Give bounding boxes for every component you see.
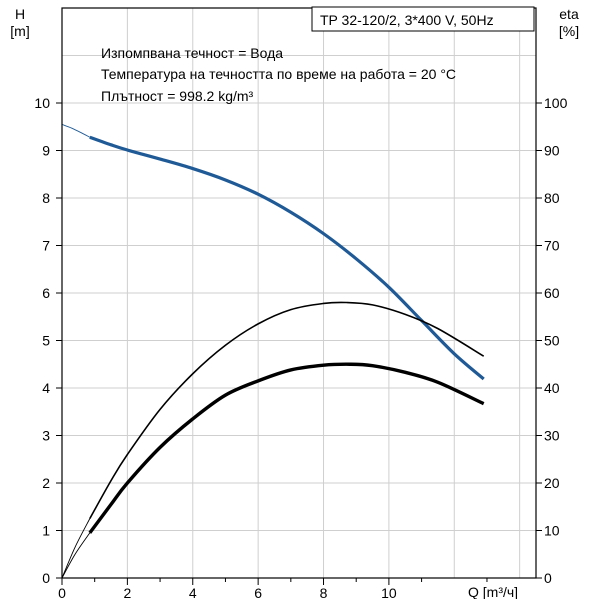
y-right-tick-label: 80 [544, 190, 560, 206]
series-group [61, 123, 485, 579]
pump-efficiency-curve [89, 301, 485, 520]
y-right-label-unit: [%] [559, 23, 579, 39]
y-left-tick-label: 1 [42, 523, 50, 539]
head-curve-extension [61, 123, 90, 138]
x-axis-label: Q [m³/ч] [468, 584, 518, 599]
y-right-label-symbol: eta [559, 6, 579, 22]
y-right-tick-label: 40 [544, 380, 560, 396]
chart-title: TP 32-120/2, 3*400 V, 50Hz [320, 12, 494, 28]
y-left-label-unit: [m] [10, 23, 29, 39]
total-efficiency-curve-extension [61, 532, 91, 579]
y-left-tick-label: 6 [42, 285, 50, 301]
annotation-temperature: Температура на течността по време на раб… [101, 66, 456, 82]
y-right-tick-label: 10 [544, 523, 560, 539]
y-right-tick-label: 0 [544, 570, 552, 586]
x-tick-label: 10 [381, 585, 397, 599]
y-right-tick-label: 30 [544, 428, 560, 444]
axis-ticks: 0 2 4 6 8 10012345678910010203040506070809010… [34, 95, 567, 599]
x-tick-label: 4 [189, 585, 197, 599]
y-left-tick-label: 0 [42, 570, 50, 586]
y-right-tick-label: 20 [544, 475, 560, 491]
y-left-tick-label: 8 [42, 190, 50, 206]
y-right-tick-label: 60 [544, 285, 560, 301]
x-tick-label: 8 [320, 585, 328, 599]
x-tick-label: 2 [123, 585, 131, 599]
y-left-tick-label: 9 [42, 143, 50, 159]
grid-lines [62, 8, 536, 578]
y-left-tick-label: 7 [42, 238, 50, 254]
y-left-tick-label: 3 [42, 428, 50, 444]
y-right-tick-label: 90 [544, 143, 560, 159]
y-left-label-symbol: H [15, 6, 25, 22]
x-tick-label: 0 [58, 585, 66, 599]
y-right-tick-label: 100 [544, 95, 568, 111]
annotation-fluid: Изпомпвана течност = Вода [101, 45, 283, 61]
annotation-density: Плътност = 998.2 kg/m³ [101, 88, 254, 104]
pump-efficiency-curve-extension [61, 518, 91, 579]
title-box [311, 6, 535, 32]
head-curve [89, 135, 485, 381]
y-right-tick-label: 70 [544, 238, 560, 254]
x-tick-label: 6 [254, 585, 262, 599]
y-left-tick-label: 5 [42, 333, 50, 349]
x-label-background [462, 582, 524, 599]
total-efficiency-curve [88, 362, 485, 534]
y-left-tick-label: 4 [42, 380, 50, 396]
y-right-tick-label: 50 [544, 333, 560, 349]
y-left-tick-label: 2 [42, 475, 50, 491]
y-left-tick-label: 10 [34, 95, 50, 111]
